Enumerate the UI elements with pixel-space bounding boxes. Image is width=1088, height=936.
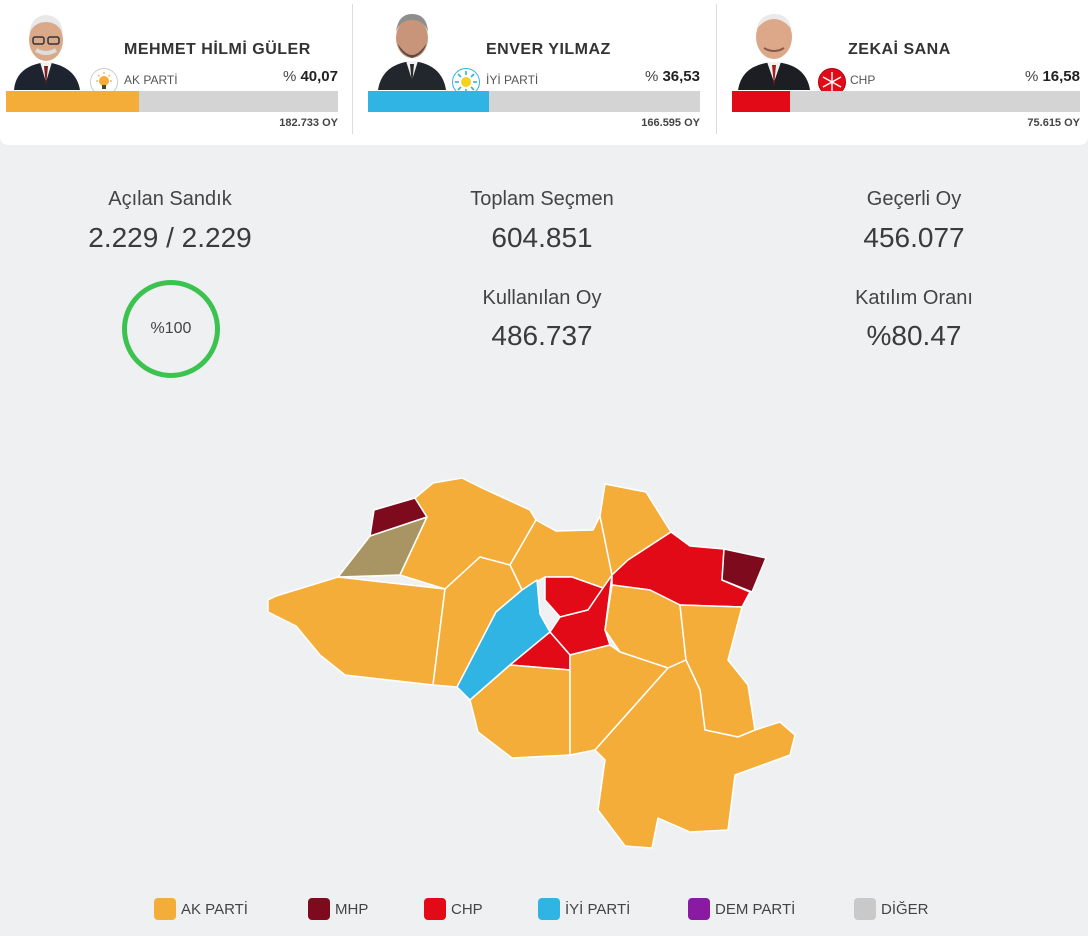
completion-percent: %100 [150, 320, 192, 337]
legend-swatch [854, 898, 876, 920]
turnout-value: %80.47 [866, 320, 962, 351]
candidate-card-guler[interactable]: MEHMET HİLMİ GÜLER AK PARTİ % 40,07 182.… [0, 0, 350, 140]
candidate-card-sana[interactable]: ZEKAİ SANA CHP % 16,58 75.615 OY [726, 0, 1088, 140]
opened-ballot-box-label: Açılan Sandık [108, 188, 232, 210]
candidate-votes: 182.733 OY [279, 117, 338, 129]
legend-label: DEM PARTİ [715, 900, 796, 918]
turnout-label: Katılım Oranı [855, 287, 973, 309]
legend-item-iyi-parti[interactable]: İYİ PARTİ [538, 898, 630, 920]
legend-label: CHP [451, 900, 483, 918]
candidate-name: ENVER YILMAZ [486, 41, 611, 58]
legend-label: İYİ PARTİ [565, 900, 631, 918]
candidate-photo [734, 4, 814, 90]
vote-share-bar [6, 91, 338, 112]
used-votes-label: Kullanılan Oy [482, 287, 602, 309]
district-region[interactable] [594, 659, 796, 849]
total-voters-label: Toplam Seçmen [470, 188, 614, 210]
legend-label: AK PARTİ [181, 900, 248, 918]
legend-item-mhp[interactable]: MHP [308, 898, 368, 920]
candidate-party: İYİ PARTİ [486, 73, 539, 87]
vote-share-fill [732, 91, 790, 112]
district-map [267, 477, 796, 849]
vote-share-bar [732, 91, 1080, 112]
candidate-name: ZEKAİ SANA [848, 41, 951, 58]
legend-swatch [424, 898, 446, 920]
legend-item-diger[interactable]: DİĞER [854, 898, 929, 920]
total-voters-value: 604.851 [491, 222, 593, 253]
vote-share-bar [368, 91, 700, 112]
candidate-party: AK PARTİ [124, 73, 178, 87]
legend-swatch [308, 898, 330, 920]
opened-ballot-box-value: 2.229 / 2.229 [88, 222, 252, 253]
district-region[interactable] [267, 576, 446, 686]
legend-item-ak-parti[interactable]: AK PARTİ [154, 898, 248, 920]
district-region[interactable] [569, 644, 669, 756]
candidate-party: CHP [850, 73, 876, 87]
vote-share-fill [368, 91, 490, 112]
legend-swatch [538, 898, 560, 920]
divider [352, 4, 353, 134]
used-votes-value: 486.737 [491, 320, 593, 351]
candidate-percentage: % 40,07 [282, 68, 338, 85]
candidate-photo [372, 4, 452, 90]
legend-label: MHP [335, 900, 369, 918]
candidate-name: MEHMET HİLMİ GÜLER [124, 41, 311, 58]
candidate-votes: 75.615 OY [1027, 117, 1080, 129]
valid-votes-label: Geçerli Oy [866, 188, 962, 210]
valid-votes-value: 456.077 [863, 222, 965, 253]
district-region[interactable] [721, 548, 767, 593]
candidate-card-yilmaz[interactable]: ENVER YILMAZ İYİ PARTİ % 36,53 166.595 O… [362, 0, 714, 140]
legend-label: DİĞER [881, 900, 929, 918]
vote-share-fill [6, 91, 140, 112]
party-legend: AK PARTİ MHP CHP İYİ PARTİ DEM PARTİ DİĞ… [0, 898, 1088, 922]
candidate-percentage: % 36,53 [644, 68, 700, 85]
candidate-photo [6, 4, 86, 90]
candidate-percentage: % 16,58 [1024, 68, 1080, 85]
legend-item-dem-parti[interactable]: DEM PARTİ [688, 898, 795, 920]
legend-swatch [688, 898, 710, 920]
candidate-votes: 166.595 OY [641, 117, 700, 129]
legend-item-chp[interactable]: CHP [424, 898, 483, 920]
divider [716, 4, 717, 134]
candidate-strip: MEHMET HİLMİ GÜLER AK PARTİ % 40,07 182.… [0, 0, 1088, 145]
completion-ring: %100 [122, 280, 220, 378]
legend-swatch [154, 898, 176, 920]
